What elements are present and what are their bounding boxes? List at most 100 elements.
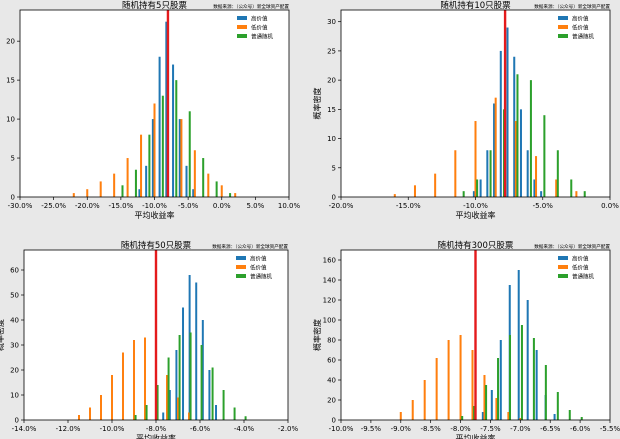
x-tick-label: 0.0%: [601, 202, 619, 210]
bar-random: [570, 179, 573, 197]
bar-low: [72, 193, 75, 197]
legend-swatch-low: [558, 25, 568, 29]
y-tick-label: 60: [327, 357, 336, 365]
x-tick-label: 0.0%: [213, 202, 231, 210]
bar-low: [393, 194, 396, 197]
bar-random: [508, 335, 511, 420]
bar-high: [192, 189, 195, 197]
x-tick-label: -6.5%: [540, 425, 561, 433]
bar-random: [121, 185, 124, 197]
bar-low: [89, 407, 91, 420]
legend-swatch-random: [558, 274, 568, 278]
y-tick-label: 10: [6, 116, 15, 124]
bar-low: [519, 418, 522, 420]
bar-random: [568, 410, 571, 420]
x-tick-label: -15.0%: [396, 202, 421, 210]
chart-panel-4: -10.0% -9.5% -9.0% -8.5% -8.0% -7.5% -7.0% -6.5…: [312, 240, 620, 439]
bar-random: [529, 80, 532, 198]
bar-random: [211, 367, 214, 420]
y-tick-label: 160: [323, 257, 336, 265]
y-tick-label: 15: [6, 77, 15, 85]
y-tick-label: 100: [323, 317, 336, 325]
bar-high: [533, 179, 536, 197]
y-tick-label: 0: [332, 194, 336, 202]
x-tick-label: -2.0%: [278, 425, 299, 433]
x-tick-label: -10.0%: [142, 202, 167, 210]
bar-low: [535, 156, 538, 197]
bar-random: [233, 407, 236, 420]
bar-low: [494, 97, 497, 197]
bar-high: [513, 56, 516, 197]
bar-low: [575, 191, 578, 197]
legend-swatch-high: [236, 256, 246, 260]
bar-low: [423, 380, 426, 420]
chart-title: 随机持有5只股票: [122, 0, 187, 11]
y-tick-label: 10: [10, 392, 19, 400]
bar-high: [145, 165, 148, 197]
legend-label-high: 高价值: [572, 255, 589, 263]
bar-random: [148, 134, 151, 197]
x-tick-label: -4.0%: [234, 425, 255, 433]
chart-title: 随机持有50只股票: [121, 240, 192, 251]
y-tick-label: 0: [332, 417, 336, 425]
legend-swatch-high: [558, 16, 568, 20]
bar-high: [535, 350, 538, 420]
bar-random: [134, 415, 137, 420]
y-tick-label: 30: [327, 18, 336, 26]
bar-high: [506, 27, 509, 198]
bar-random: [202, 158, 205, 197]
legend-label-high: 高价值: [250, 255, 267, 263]
bar-high: [526, 300, 529, 420]
bar-high: [481, 412, 484, 420]
x-tick-label: 10.0%: [278, 202, 301, 210]
chart-panel-3: -14.0% -12.0% -10.0% -8.0% -6.0% -4.0% -2.0% 0 1…: [0, 240, 299, 439]
x-tick-label: -6.0%: [570, 425, 591, 433]
bar-random: [189, 332, 192, 420]
bar-random: [473, 406, 476, 420]
bar-random: [520, 325, 523, 420]
legend-label-high: 高价值: [572, 15, 589, 23]
bar-high: [138, 189, 141, 197]
bar-high: [175, 350, 178, 420]
x-tick-label: -12.0%: [56, 425, 81, 433]
bar-random: [461, 416, 464, 420]
y-tick-label: 40: [327, 377, 336, 385]
bar-low: [188, 412, 190, 420]
x-tick-label: -15.0%: [108, 202, 133, 210]
x-tick-label: -8.0%: [146, 425, 167, 433]
y-tick-label: 5: [332, 164, 336, 172]
x-tick-label: -7.0%: [510, 425, 531, 433]
legend-swatch-high: [558, 256, 568, 260]
bar-random: [485, 385, 488, 420]
bar-high: [519, 109, 522, 197]
legend-swatch-low: [236, 265, 246, 269]
bar-high: [479, 179, 482, 197]
x-tick-label: -5.0%: [178, 202, 199, 210]
bar-low: [113, 173, 116, 198]
bar-random: [167, 357, 170, 420]
bar-high: [182, 307, 185, 420]
bar-high: [195, 282, 198, 420]
legend-swatch-low: [237, 25, 247, 29]
bar-low: [495, 398, 498, 420]
y-tick-label: 5: [11, 155, 15, 163]
bar-random: [462, 191, 465, 197]
bar-high: [526, 150, 529, 197]
bar-low: [234, 193, 237, 197]
bar-random: [175, 80, 178, 198]
y-tick-label: 10: [327, 135, 336, 143]
bar-low: [144, 337, 146, 420]
axes-frame: [340, 249, 611, 421]
bar-random: [489, 150, 492, 197]
x-tick-label: -5.0%: [533, 202, 554, 210]
legend-label-high: 高价值: [251, 15, 268, 23]
bar-random: [134, 169, 137, 197]
y-axis-label: 概率密度: [0, 319, 5, 351]
y-tick-label: 120: [323, 297, 336, 305]
legend-swatch-high: [237, 16, 247, 20]
x-tick-label: -10.0%: [463, 202, 488, 210]
legend-swatch-random: [236, 274, 246, 278]
x-tick-label: -8.5%: [421, 425, 442, 433]
bar-low: [220, 185, 223, 197]
